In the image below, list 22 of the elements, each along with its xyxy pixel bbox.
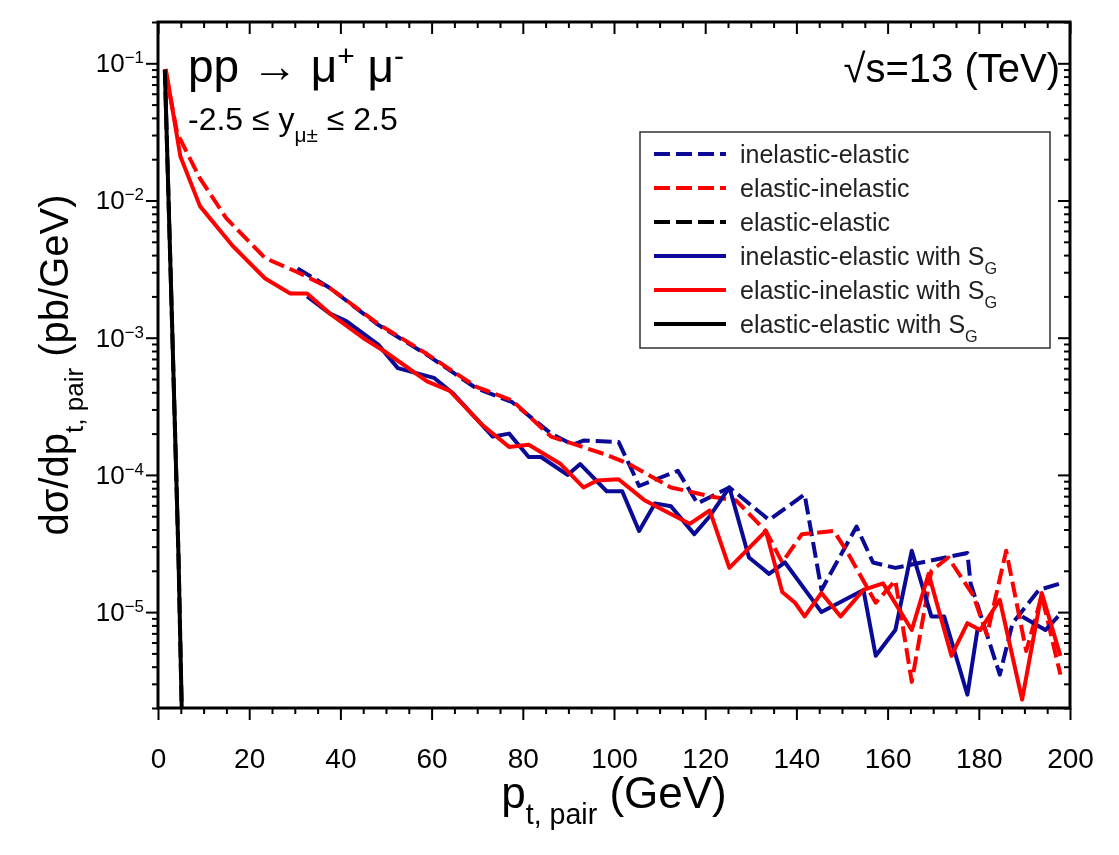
legend-label: inelastic-elastic with S$_{G}$ — [740, 242, 998, 277]
x-tick-label: 40 — [325, 742, 357, 774]
y-tick-label: 10$^{−5}$ — [95, 596, 144, 627]
x-tick-label: 60 — [416, 742, 448, 774]
legend-label: elastic-inelastic — [740, 174, 910, 202]
y-tick-label: 10$^{−1}$ — [95, 47, 144, 79]
legend-label: elastic-elastic with S$_{G}$ — [740, 310, 978, 345]
legend-label: elastic-elastic — [740, 208, 891, 236]
legend-label: elastic-inelastic with S$_{G}$ — [740, 276, 998, 311]
legend-label: inelastic-elastic — [740, 140, 910, 168]
y-tick-label: 10$^{−2}$ — [95, 184, 144, 216]
x-tick-label: 160 — [864, 742, 912, 774]
x-tick-label: 140 — [773, 742, 821, 774]
y-tick-label: 10$^{−4}$ — [95, 459, 144, 490]
x-tick-label: 20 — [234, 742, 266, 774]
annotation: pp → μ$^{+}$ μ$^{-}$ — [188, 38, 404, 92]
annotation: √s=13 (TeV) — [843, 46, 1060, 90]
x-tick-label: 200 — [1047, 742, 1094, 774]
y-tick-label: 10$^{−3}$ — [95, 322, 144, 353]
annotation: -2.5 ≤ y$_{μ±}$ ≤ 2.5 — [188, 101, 398, 146]
x-tick-label: 0 — [150, 742, 167, 774]
x-tick-label: 180 — [955, 742, 1003, 774]
